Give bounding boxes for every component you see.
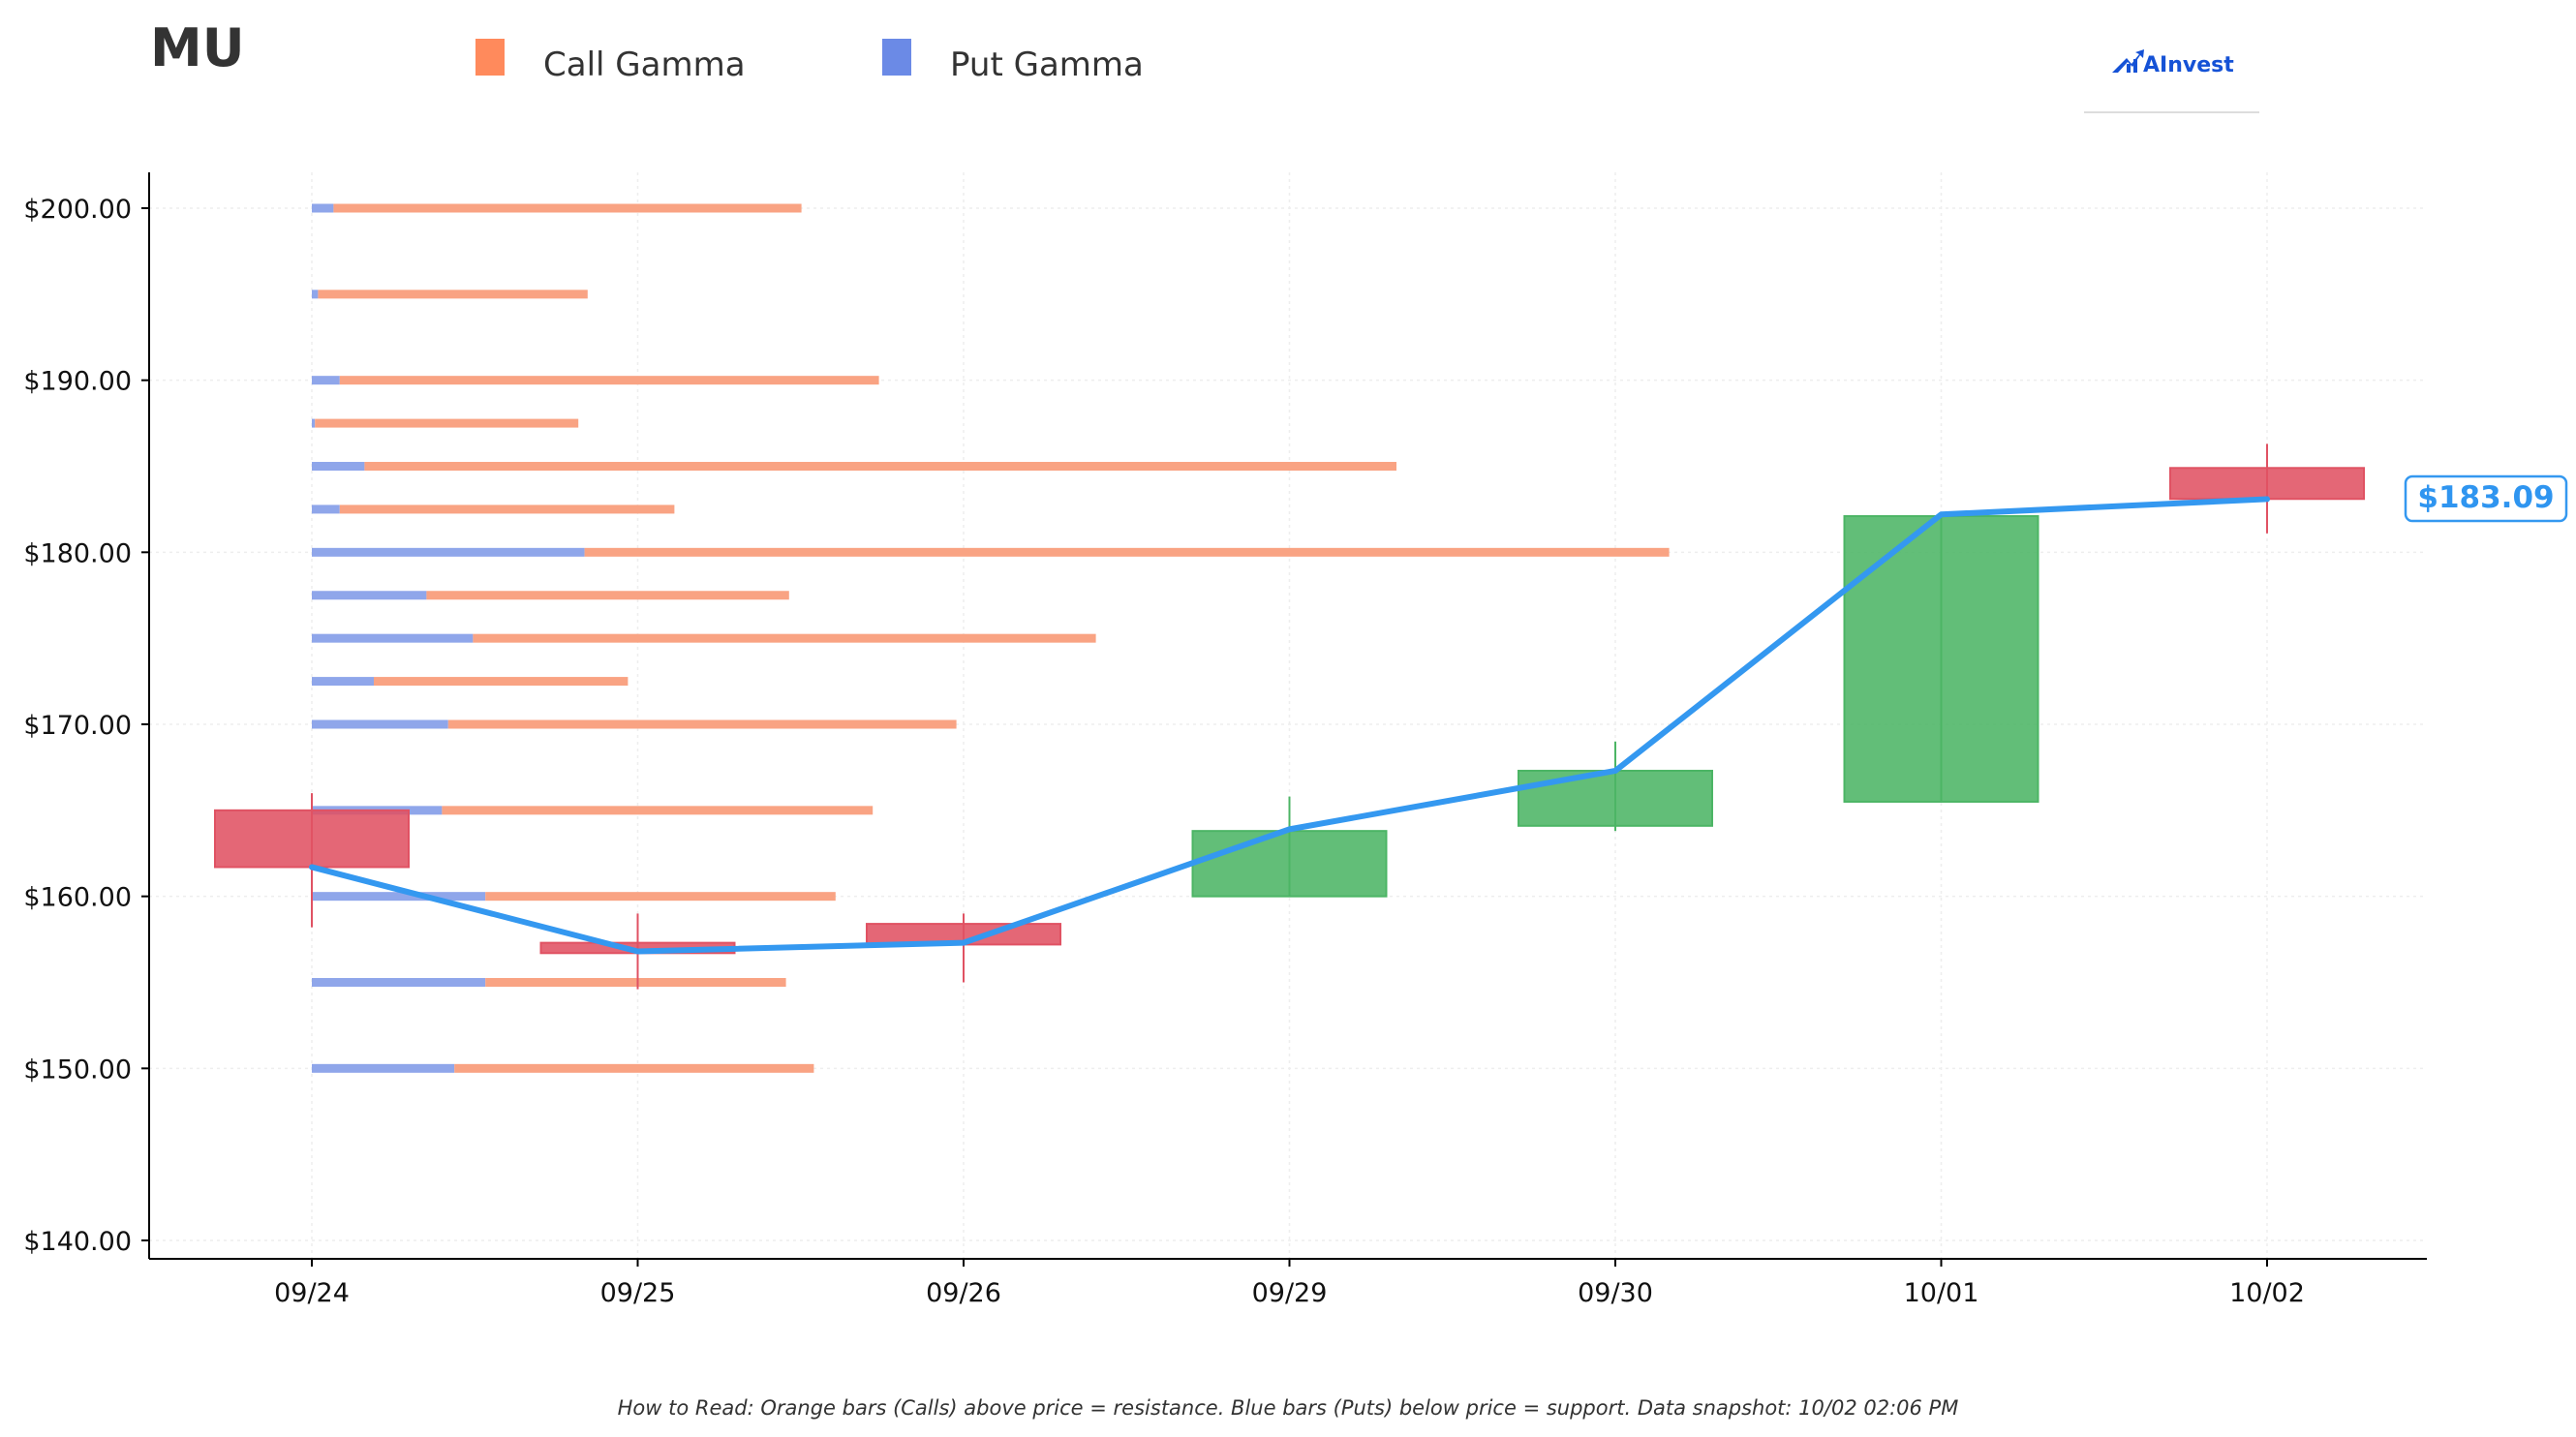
y-tick-label: $150.00 xyxy=(23,1055,132,1085)
legend: Call Gamma Put Gamma xyxy=(475,39,1144,84)
current-price-text: $183.09 xyxy=(2417,480,2554,515)
put-gamma-bar xyxy=(312,376,340,385)
put-gamma-bar xyxy=(312,462,365,471)
x-tick-label: 10/01 xyxy=(1904,1278,1979,1308)
put-gamma-bar xyxy=(312,418,316,428)
candle-body xyxy=(1518,769,1713,827)
put-gamma-bar xyxy=(312,203,334,213)
legend-label-call-gamma: Call Gamma xyxy=(543,46,746,84)
x-tick-label: 09/29 xyxy=(1252,1278,1328,1308)
gamma-bars xyxy=(312,203,1670,1073)
candle-body xyxy=(2169,467,2365,501)
call-gamma-bar xyxy=(374,677,629,687)
candle-body xyxy=(214,809,410,869)
y-tick-label: $200.00 xyxy=(23,195,132,225)
call-gamma-bar xyxy=(584,547,1670,557)
legend-label-put-gamma: Put Gamma xyxy=(950,46,1144,84)
put-gamma-bar xyxy=(312,677,374,687)
ainvest-logo: AInvest xyxy=(2084,49,2259,113)
call-gamma-bar xyxy=(485,978,786,987)
call-gamma-bar xyxy=(318,290,588,299)
put-gamma-bar xyxy=(312,547,585,557)
ticker-title: MU xyxy=(150,17,245,78)
y-tick-label: $170.00 xyxy=(23,711,132,741)
logo-text: AInvest xyxy=(2143,53,2234,77)
put-gamma-bar xyxy=(312,978,486,987)
call-gamma-bar xyxy=(473,633,1096,643)
y-tick-label: $160.00 xyxy=(23,883,132,913)
call-gamma-bar xyxy=(485,892,836,902)
call-gamma-bar xyxy=(454,1063,814,1073)
y-tick-label: $190.00 xyxy=(23,367,132,397)
call-gamma-bar xyxy=(339,376,879,385)
put-gamma-bar xyxy=(312,892,486,902)
x-tick-label: 09/25 xyxy=(600,1278,676,1308)
call-gamma-bar xyxy=(339,504,675,514)
price-line xyxy=(309,496,2270,955)
put-gamma-bar xyxy=(312,504,340,514)
call-gamma-bar xyxy=(426,591,789,600)
put-gamma-bar xyxy=(312,719,448,729)
put-gamma-bar xyxy=(312,1063,455,1073)
candle-body xyxy=(1843,515,2039,803)
call-gamma-bar xyxy=(364,462,1396,471)
call-gamma-bar xyxy=(447,719,957,729)
chart-arrow-icon xyxy=(2112,49,2144,73)
how-to-read-footer: How to Read: Orange bars (Calls) above p… xyxy=(618,1396,1959,1420)
x-tick-label: 09/24 xyxy=(274,1278,350,1308)
grid-lines xyxy=(149,172,2427,1259)
call-gamma-bar xyxy=(315,418,579,428)
x-tick-label: 09/26 xyxy=(926,1278,1001,1308)
y-tick-label: $180.00 xyxy=(23,538,132,568)
call-gamma-bar xyxy=(333,203,802,213)
y-tick-label: $140.00 xyxy=(23,1227,132,1257)
candle-body xyxy=(1191,830,1388,898)
axes: $140.00 $150.00 $160.00 $170.00 $180.00 $190.… xyxy=(23,172,2427,1308)
current-price-box xyxy=(2404,474,2568,523)
put-gamma-bar xyxy=(312,633,474,643)
x-tick-label: 10/02 xyxy=(2229,1278,2305,1308)
price-line-group xyxy=(309,496,2270,955)
x-tick-label: 09/30 xyxy=(1578,1278,1653,1308)
call-gamma-bar xyxy=(442,806,874,815)
put-gamma-bar xyxy=(312,591,427,600)
put-gamma-bar xyxy=(312,290,319,299)
put-gamma-swatch xyxy=(882,39,911,76)
call-gamma-swatch xyxy=(475,39,505,76)
current-price-label: $183.09 xyxy=(2404,474,2568,523)
